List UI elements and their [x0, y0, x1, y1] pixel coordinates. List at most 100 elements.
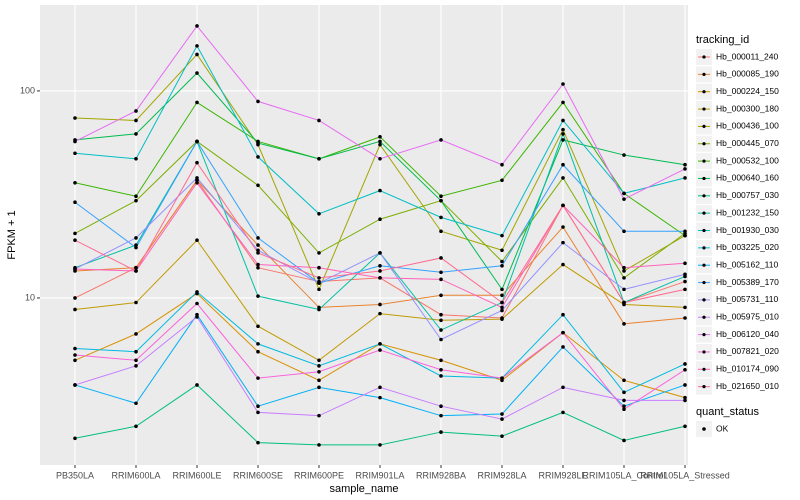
- data-point: [561, 82, 565, 86]
- legend-label: Hb_000532_100: [716, 155, 779, 165]
- plot-panel: [40, 5, 688, 465]
- data-point: [256, 251, 260, 255]
- x-tick-label: RRIM928LE: [538, 470, 587, 480]
- data-point: [378, 251, 382, 255]
- data-point: [561, 240, 565, 245]
- data-point: [378, 443, 382, 447]
- data-point: [683, 316, 687, 320]
- data-point: [317, 118, 321, 123]
- data-point: [561, 312, 565, 317]
- data-point: [134, 265, 138, 270]
- legend-label: Hb_000640_160: [716, 173, 779, 183]
- data-point: [622, 287, 626, 292]
- legend-swatch-point: [702, 194, 706, 198]
- legend-label: Hb_003225_020: [716, 242, 779, 252]
- legend-label: Hb_001232_150: [716, 207, 779, 217]
- data-point: [317, 251, 321, 255]
- legend-label: Hb_000085_190: [716, 69, 779, 79]
- data-point: [317, 276, 321, 280]
- data-point: [317, 211, 321, 216]
- data-point: [317, 307, 321, 312]
- legend-label: Hb_000300_180: [716, 103, 779, 113]
- data-point: [256, 262, 260, 267]
- data-point: [561, 132, 565, 136]
- legend-swatch-point: [702, 280, 706, 285]
- data-point: [378, 302, 382, 307]
- data-point: [683, 305, 687, 310]
- data-point: [256, 440, 260, 445]
- data-point: [317, 265, 321, 270]
- data-point: [500, 412, 504, 416]
- x-tick-label: RRIM600LE: [172, 470, 221, 480]
- data-point: [73, 358, 77, 363]
- data-point: [134, 109, 138, 113]
- data-point: [195, 71, 199, 75]
- data-point: [500, 305, 504, 310]
- data-point: [500, 259, 504, 264]
- data-point: [195, 176, 199, 180]
- point-legend-title: quant_status: [696, 406, 759, 418]
- legend-label: Hb_010174_090: [716, 364, 779, 374]
- data-point: [195, 383, 199, 387]
- data-point: [439, 413, 443, 418]
- legend-swatch-point: [702, 159, 706, 163]
- data-point: [378, 135, 382, 139]
- data-point: [317, 378, 321, 383]
- data-point: [378, 188, 382, 193]
- data-point: [683, 367, 687, 372]
- legend-label: Hb_000011_240: [716, 51, 779, 61]
- legend-swatch-point: [702, 72, 706, 76]
- data-point: [134, 332, 138, 336]
- legend-swatch-point: [702, 298, 706, 302]
- legend-label: Hb_000436_100: [716, 121, 779, 131]
- legend-label: Hb_006120_040: [716, 329, 779, 339]
- data-point: [378, 263, 382, 268]
- data-point: [73, 231, 77, 236]
- data-point: [500, 317, 504, 321]
- data-point: [561, 330, 565, 335]
- legend-swatch-point: [702, 246, 706, 250]
- data-point: [134, 300, 138, 305]
- x-tick-label: RRIM600PE: [294, 470, 344, 480]
- x-tick-label: RRIM901LA: [355, 470, 404, 480]
- data-point: [622, 398, 626, 403]
- data-point: [195, 238, 199, 243]
- data-point: [256, 236, 260, 240]
- legend-swatch-point: [702, 350, 706, 354]
- data-point: [195, 24, 199, 28]
- data-point: [134, 132, 138, 136]
- data-point: [195, 180, 199, 185]
- y-axis-title: FPKM + 1: [6, 210, 18, 259]
- data-point: [256, 376, 260, 380]
- data-point: [134, 401, 138, 406]
- legend-title: tracking_id: [696, 34, 749, 46]
- data-point: [134, 364, 138, 368]
- data-point: [256, 404, 260, 409]
- legend-label: Hb_000445_070: [716, 138, 779, 148]
- legend-swatch-point: [702, 176, 706, 181]
- data-point: [500, 293, 504, 298]
- data-point: [256, 294, 260, 298]
- data-point: [73, 353, 77, 357]
- data-point: [195, 44, 199, 48]
- x-tick-label: RRIM928BA: [416, 470, 466, 480]
- data-point: [439, 293, 443, 298]
- data-point: [378, 142, 382, 147]
- data-point: [622, 404, 626, 409]
- data-point: [439, 194, 443, 199]
- data-point: [439, 277, 443, 282]
- data-point: [622, 322, 626, 326]
- data-point: [256, 248, 260, 253]
- data-point: [73, 180, 77, 185]
- data-point: [439, 229, 443, 234]
- data-point: [134, 358, 138, 363]
- data-point: [561, 203, 565, 208]
- data-point: [195, 100, 199, 105]
- data-point: [439, 270, 443, 275]
- data-point: [622, 276, 626, 280]
- data-point: [622, 269, 626, 273]
- data-point: [73, 296, 77, 300]
- x-tick-label: RRIM105LA_Stressed: [640, 470, 730, 480]
- legend-label: Hb_005162_110: [716, 259, 779, 269]
